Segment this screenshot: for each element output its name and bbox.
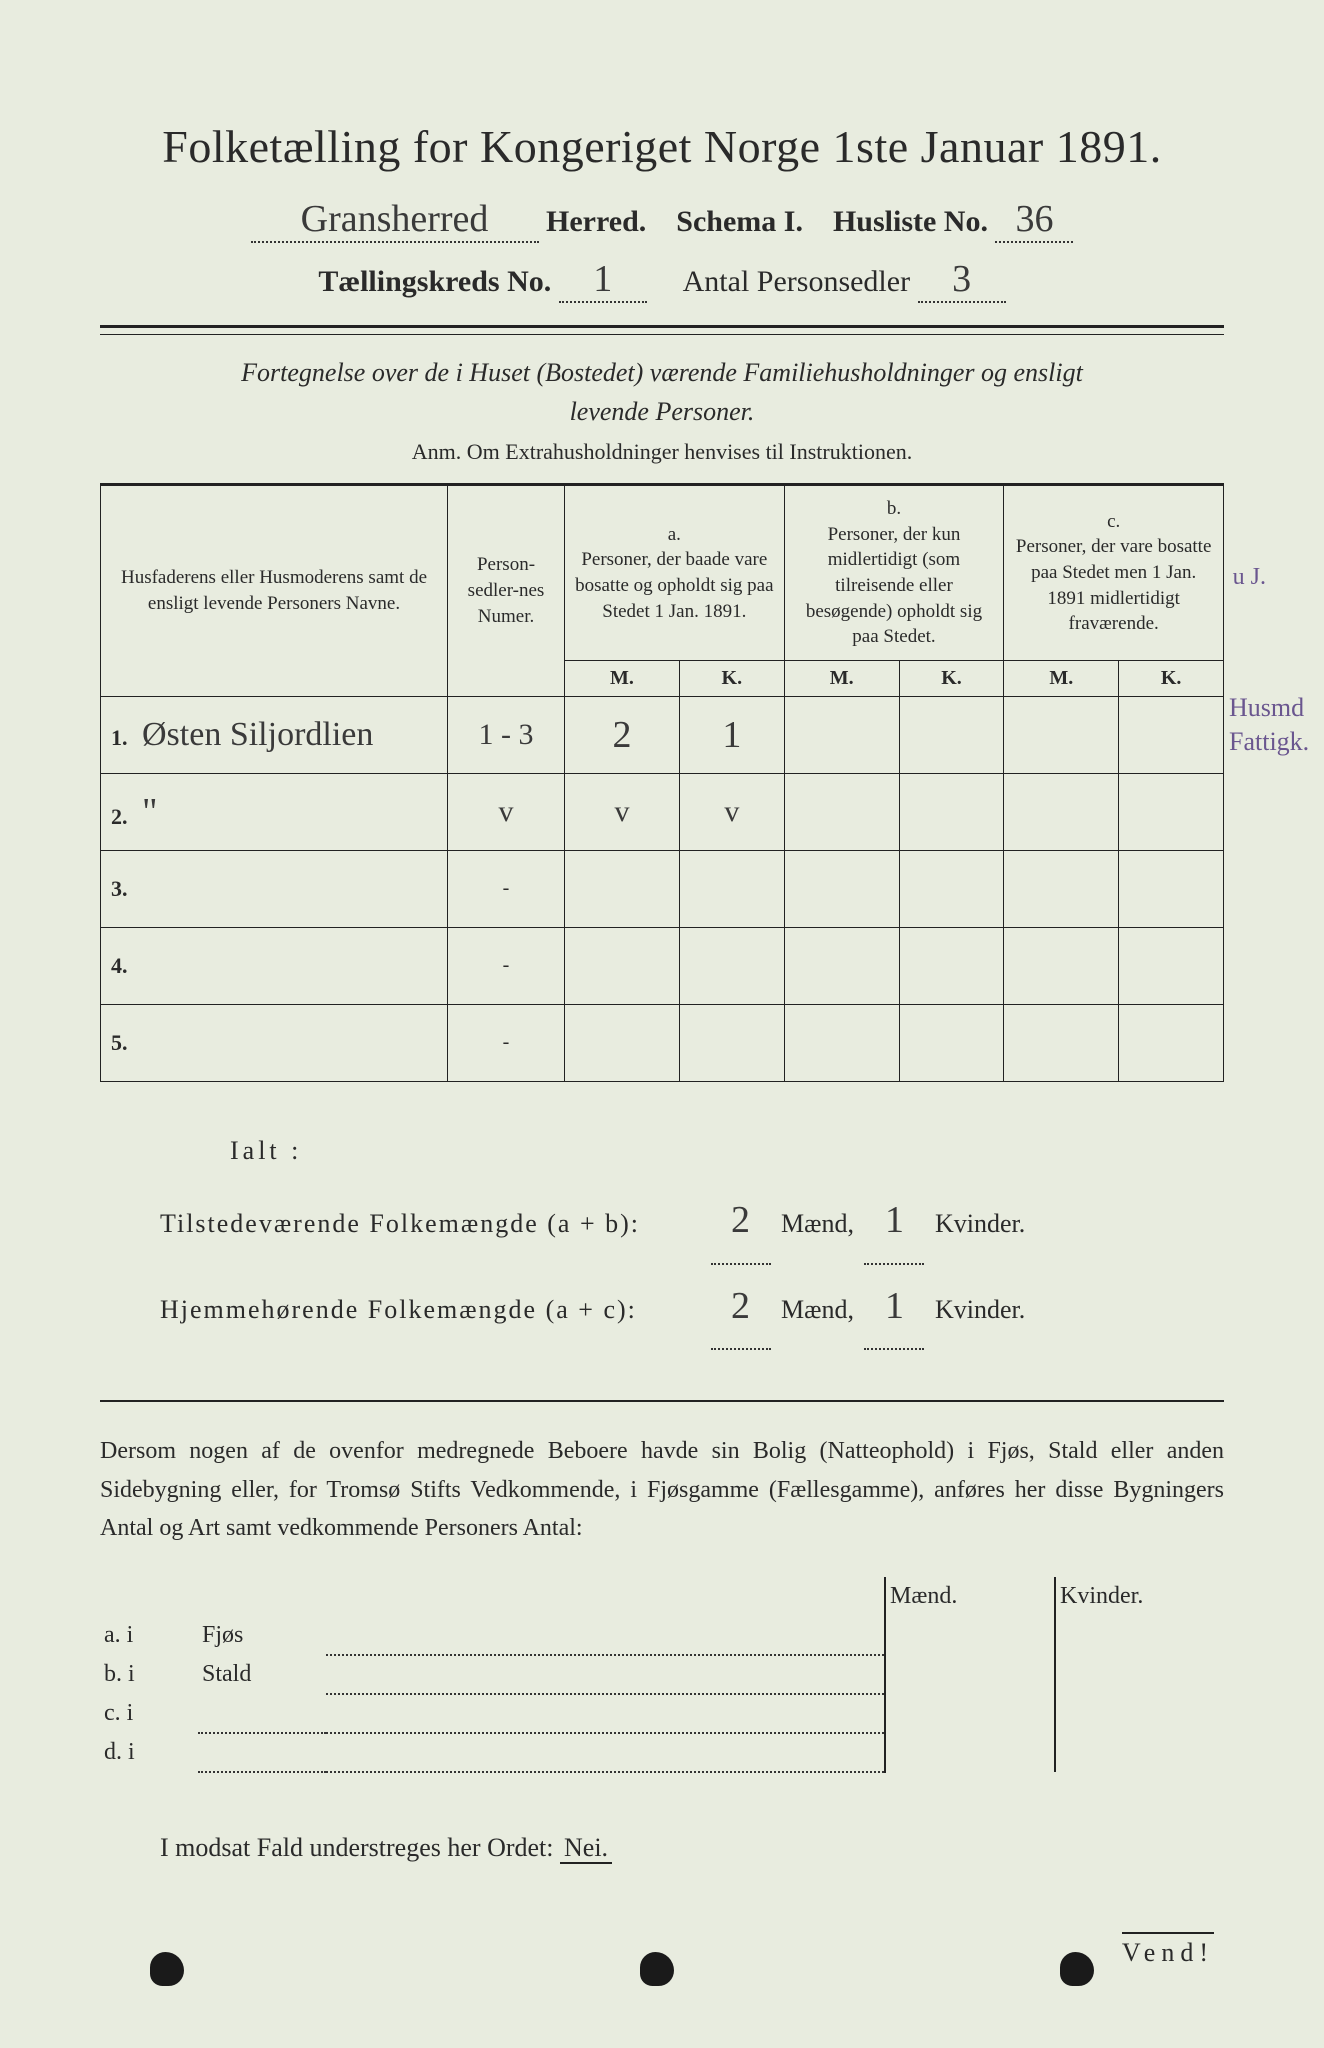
kvinder-label: Kvinder.	[935, 1295, 1025, 1324]
totals-block: Ialt : Tilstedeværende Folkemængde (a + …	[100, 1122, 1224, 1350]
bldg-lab: c. i	[100, 1694, 198, 1733]
col-a-m: M.	[565, 660, 680, 696]
row-a-k: 1	[722, 713, 741, 757]
totals-r1-k: 1	[885, 1179, 904, 1263]
row-numer: -	[503, 954, 510, 976]
table-row: 1. Østen Siljordlien 1 - 3 2 1 Husmd Fat…	[101, 696, 1224, 773]
bldg-row: b. i Stald	[100, 1655, 1224, 1694]
totals-r1-m: 2	[731, 1179, 750, 1263]
row-a-k: v	[724, 795, 739, 828]
col-a-text: Personer, der baade vare bosatte og opho…	[575, 549, 773, 621]
totals-r2-k: 1	[885, 1265, 904, 1349]
bldg-lab: b. i	[100, 1655, 198, 1694]
bldg-name: Fjøs	[198, 1616, 326, 1655]
nei-underlined: Nei.	[560, 1833, 612, 1864]
census-form-page: Folketælling for Kongeriget Norge 1ste J…	[0, 0, 1324, 2048]
row-a-m: v	[615, 795, 630, 828]
maend-label: Mænd,	[781, 1295, 854, 1324]
table-row: 4. -	[101, 927, 1224, 1004]
punch-hole-icon	[640, 1952, 674, 1986]
final-text: I modsat Fald understreges her Ordet:	[160, 1833, 554, 1862]
row-name: Østen Siljordlien	[142, 716, 373, 754]
kreds-label: Tællingskreds No.	[318, 265, 551, 298]
col-name: Husfaderens eller Husmoderens samt de en…	[101, 486, 448, 697]
antal-label: Antal Personsedler	[683, 265, 910, 298]
persons-table: Husfaderens eller Husmoderens samt de en…	[100, 485, 1224, 1082]
vend-label: Vend!	[1122, 1932, 1214, 1968]
row-side-note2: Fattigk.	[1229, 727, 1309, 757]
col-c-k: K.	[1119, 660, 1224, 696]
husliste-handwritten: 36	[1015, 197, 1053, 241]
building-paragraph: Dersom nogen af de ovenfor medregnede Be…	[100, 1432, 1224, 1547]
header-line-2: Gransherred Herred. Schema I. Husliste N…	[100, 197, 1224, 243]
herred-label: Herred.	[546, 205, 646, 238]
col-b-top: b.	[887, 498, 901, 519]
rule-mid	[100, 1400, 1224, 1402]
row-side-note1: Husmd	[1229, 693, 1304, 723]
bldg-lab: d. i	[100, 1733, 198, 1772]
kvinder-label: Kvinder.	[935, 1209, 1025, 1238]
totals-row2-label: Hjemmehørende Folkemængde (a + c):	[160, 1281, 700, 1338]
subtitle-line1: Fortegnelse over de i Huset (Bostedet) v…	[241, 358, 1083, 387]
row-numer: -	[503, 1031, 510, 1053]
col-c-text: Personer, der vare bosatte paa Stedet me…	[1016, 536, 1212, 634]
building-table: Mænd. Kvinder. a. i Fjøs b. i Stald c. i…	[100, 1577, 1224, 1773]
col-numer: Person-sedler-nes Numer.	[448, 486, 565, 697]
anm-note: Anm. Om Extrahusholdninger henvises til …	[100, 439, 1224, 465]
row-num: 5.	[111, 1030, 137, 1056]
header-line-3: Tællingskreds No. 1 Antal Personsedler 3	[100, 257, 1224, 303]
totals-r2-m: 2	[731, 1265, 750, 1349]
bldg-row: c. i	[100, 1694, 1224, 1733]
row-num: 4.	[111, 953, 137, 979]
row-numer: -	[503, 877, 510, 899]
bldg-name: Stald	[198, 1655, 326, 1694]
col-b: b. Personer, der kun midlertidigt (som t…	[784, 486, 1004, 661]
col-b-m: M.	[784, 660, 899, 696]
bldg-kvinder: Kvinder.	[1055, 1577, 1224, 1616]
margin-note-top: u J.	[1233, 564, 1266, 591]
page-title: Folketælling for Kongeriget Norge 1ste J…	[100, 120, 1224, 173]
bldg-row: a. i Fjøs	[100, 1616, 1224, 1655]
kreds-handwritten: 1	[593, 257, 612, 301]
row-numer: 1 - 3	[479, 718, 534, 751]
subtitle-line2: levende Personer.	[570, 397, 755, 426]
col-c-m: M.	[1004, 660, 1119, 696]
husliste-label: Husliste No.	[833, 205, 988, 238]
ialt-label: Ialt :	[160, 1122, 1224, 1179]
col-b-k: K.	[899, 660, 1004, 696]
table-row: 2. " v v v	[101, 773, 1224, 850]
rule-double	[100, 325, 1224, 335]
bldg-lab: a. i	[100, 1616, 198, 1655]
row-num: 1.	[111, 725, 137, 751]
table-row: 5. -	[101, 1004, 1224, 1081]
col-b-text: Personer, der kun midlertidigt (som tilr…	[806, 524, 982, 648]
schema-label: Schema I.	[676, 205, 803, 238]
table-row: 3. -	[101, 850, 1224, 927]
col-c-top: c.	[1107, 511, 1120, 532]
row-a-m: 2	[613, 713, 632, 757]
col-a: a. Personer, der baade vare bosatte og o…	[565, 486, 785, 661]
col-c: c. Personer, der vare bosatte paa Stedet…	[1004, 486, 1224, 661]
row-num: 3.	[111, 876, 137, 902]
totals-row1-label: Tilstedeværende Folkemængde (a + b):	[160, 1195, 700, 1252]
antal-handwritten: 3	[952, 257, 971, 301]
punch-hole-icon	[1060, 1952, 1094, 1986]
col-a-top: a.	[668, 524, 681, 545]
maend-label: Mænd,	[781, 1209, 854, 1238]
col-a-k: K.	[680, 660, 785, 696]
row-numer: v	[499, 795, 514, 828]
subtitle: Fortegnelse over de i Huset (Bostedet) v…	[100, 353, 1224, 431]
punch-hole-icon	[150, 1952, 184, 1986]
herred-handwritten: Gransherred	[301, 197, 489, 241]
row-num: 2.	[111, 804, 137, 830]
row-name: "	[142, 790, 158, 834]
final-line: I modsat Fald understreges her Ordet: Ne…	[100, 1833, 1224, 1863]
bldg-row: d. i	[100, 1733, 1224, 1772]
bldg-maend: Mænd.	[885, 1577, 1055, 1616]
